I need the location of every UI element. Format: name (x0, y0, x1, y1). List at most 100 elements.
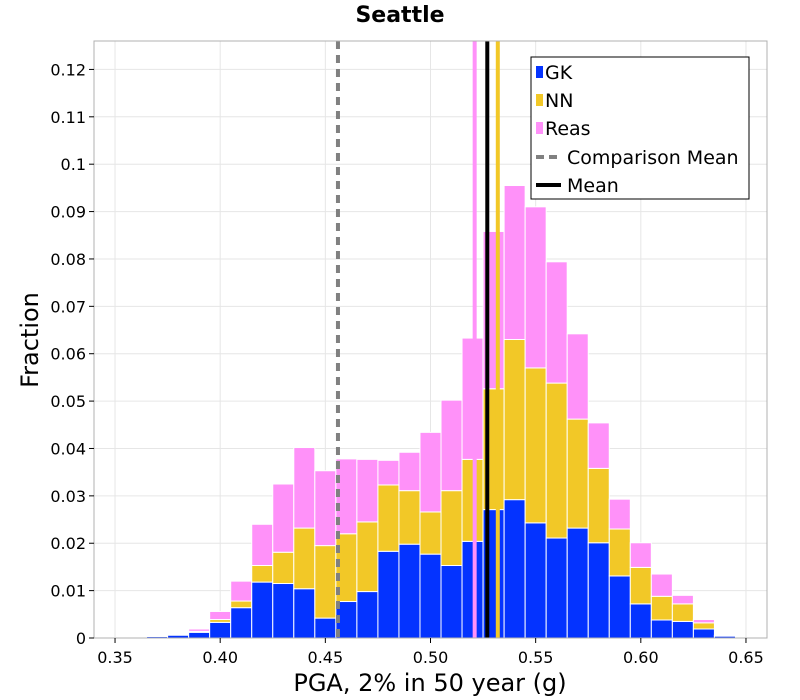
bar-reas (524, 206, 547, 369)
legend-swatch-gk (536, 66, 543, 78)
bar-gk (356, 591, 379, 639)
bar-gk (503, 499, 526, 639)
x-axis-ticks: 0.35 0.40 0.45 0.50 0.55 0.60 0.65 (97, 638, 764, 667)
x-tick-label: 0.65 (728, 648, 764, 667)
bar-reas (629, 542, 652, 568)
y-axis-ticks: 0 0.01 0.02 0.03 0.04 0.05 0.06 0.07 0.08 0.09 0.1… (50, 60, 94, 648)
bar-nn (629, 566, 652, 605)
y-tick-label: 0 (76, 629, 86, 648)
y-axis-title: Fraction (16, 292, 44, 388)
bar-reas (293, 447, 316, 529)
histogram-bars (104, 185, 736, 639)
bar-gk (293, 588, 316, 639)
legend-swatch-reas (536, 122, 543, 134)
bar-nn (377, 484, 400, 552)
bar-nn (356, 521, 379, 593)
bar-reas (314, 470, 337, 547)
bar-reas (230, 580, 253, 602)
bar-nn (503, 339, 526, 501)
bar-reas (398, 451, 421, 492)
y-tick-label: 0.02 (50, 534, 86, 553)
bar-nn (293, 527, 316, 590)
bar-reas (692, 619, 715, 624)
legend-swatch-nn (536, 94, 543, 106)
bar-nn (524, 367, 547, 524)
bar-gk (272, 583, 295, 639)
y-tick-label: 0.08 (50, 250, 86, 269)
bar-reas (671, 594, 694, 605)
bar-gk (608, 575, 631, 639)
reference-lines (335, 41, 500, 638)
y-tick-label: 0.07 (50, 297, 86, 316)
bar-reas (419, 431, 442, 513)
bar-reas (209, 610, 232, 621)
bar-gk (377, 550, 400, 639)
bar-reas (461, 337, 484, 460)
bar-nn (251, 565, 274, 583)
bar-nn (587, 467, 610, 544)
bar-nn (692, 622, 715, 630)
bar-nn (230, 600, 253, 609)
x-tick-label: 0.55 (518, 648, 554, 667)
bar-nn (314, 545, 337, 619)
bar-nn (419, 511, 442, 555)
bar-reas (356, 458, 379, 523)
bar-reas (608, 498, 631, 530)
bar-gk (419, 553, 442, 639)
bar-reas (650, 573, 673, 597)
bar-gk (251, 581, 274, 639)
legend-label-reas: Reas (545, 118, 591, 140)
x-tick-label: 0.35 (97, 648, 133, 667)
bar-gk (524, 522, 547, 639)
bar-reas (566, 333, 589, 420)
bar-nn (608, 528, 631, 577)
legend-label-comparison-mean: Comparison Mean (567, 147, 739, 169)
bar-nn (461, 458, 484, 542)
bar-gk (629, 603, 652, 639)
legend-label-nn: NN (545, 90, 573, 112)
bar-gk (566, 527, 589, 639)
bar-gk (545, 537, 568, 639)
y-tick-label: 0.04 (50, 439, 86, 458)
bar-reas (272, 483, 295, 553)
y-tick-label: 0.12 (50, 60, 86, 79)
x-tick-label: 0.40 (202, 648, 238, 667)
y-tick-label: 0.09 (50, 203, 86, 222)
y-tick-label: 0.1 (61, 155, 86, 174)
y-tick-label: 0.06 (50, 345, 86, 364)
legend: GK NN Reas Comparison Mean Mean (530, 56, 750, 200)
bar-nn (272, 551, 295, 585)
bar-nn (650, 595, 673, 621)
bar-gk (461, 540, 484, 639)
bar-nn (440, 490, 463, 567)
y-tick-label: 0.01 (50, 582, 86, 601)
x-tick-label: 0.60 (623, 648, 659, 667)
bar-nn (545, 382, 568, 539)
bar-nn (398, 490, 421, 545)
bar-gk (440, 565, 463, 639)
y-tick-label: 0.03 (50, 487, 86, 506)
bar-gk (314, 617, 337, 639)
x-tick-label: 0.45 (308, 648, 344, 667)
x-axis-title: PGA, 2% in 50 year (g) (293, 669, 566, 697)
bar-reas (587, 422, 610, 469)
bar-nn (671, 603, 694, 622)
bar-reas (377, 459, 400, 486)
bar-gk (650, 619, 673, 639)
bar-gk (398, 543, 421, 639)
legend-box (530, 56, 750, 200)
x-tick-label: 0.50 (413, 648, 449, 667)
bar-reas (251, 523, 274, 567)
bar-gk (692, 628, 715, 639)
bar-reas (545, 261, 568, 384)
bar-nn (566, 418, 589, 529)
legend-label-gk: GK (545, 62, 573, 84)
chart-title: Seattle (355, 3, 444, 28)
bar-gk (188, 631, 211, 639)
y-tick-label: 0.11 (50, 108, 86, 127)
y-tick-label: 0.05 (50, 392, 86, 411)
bar-reas (440, 399, 463, 492)
bar-gk (587, 542, 610, 639)
bar-gk (230, 607, 253, 639)
